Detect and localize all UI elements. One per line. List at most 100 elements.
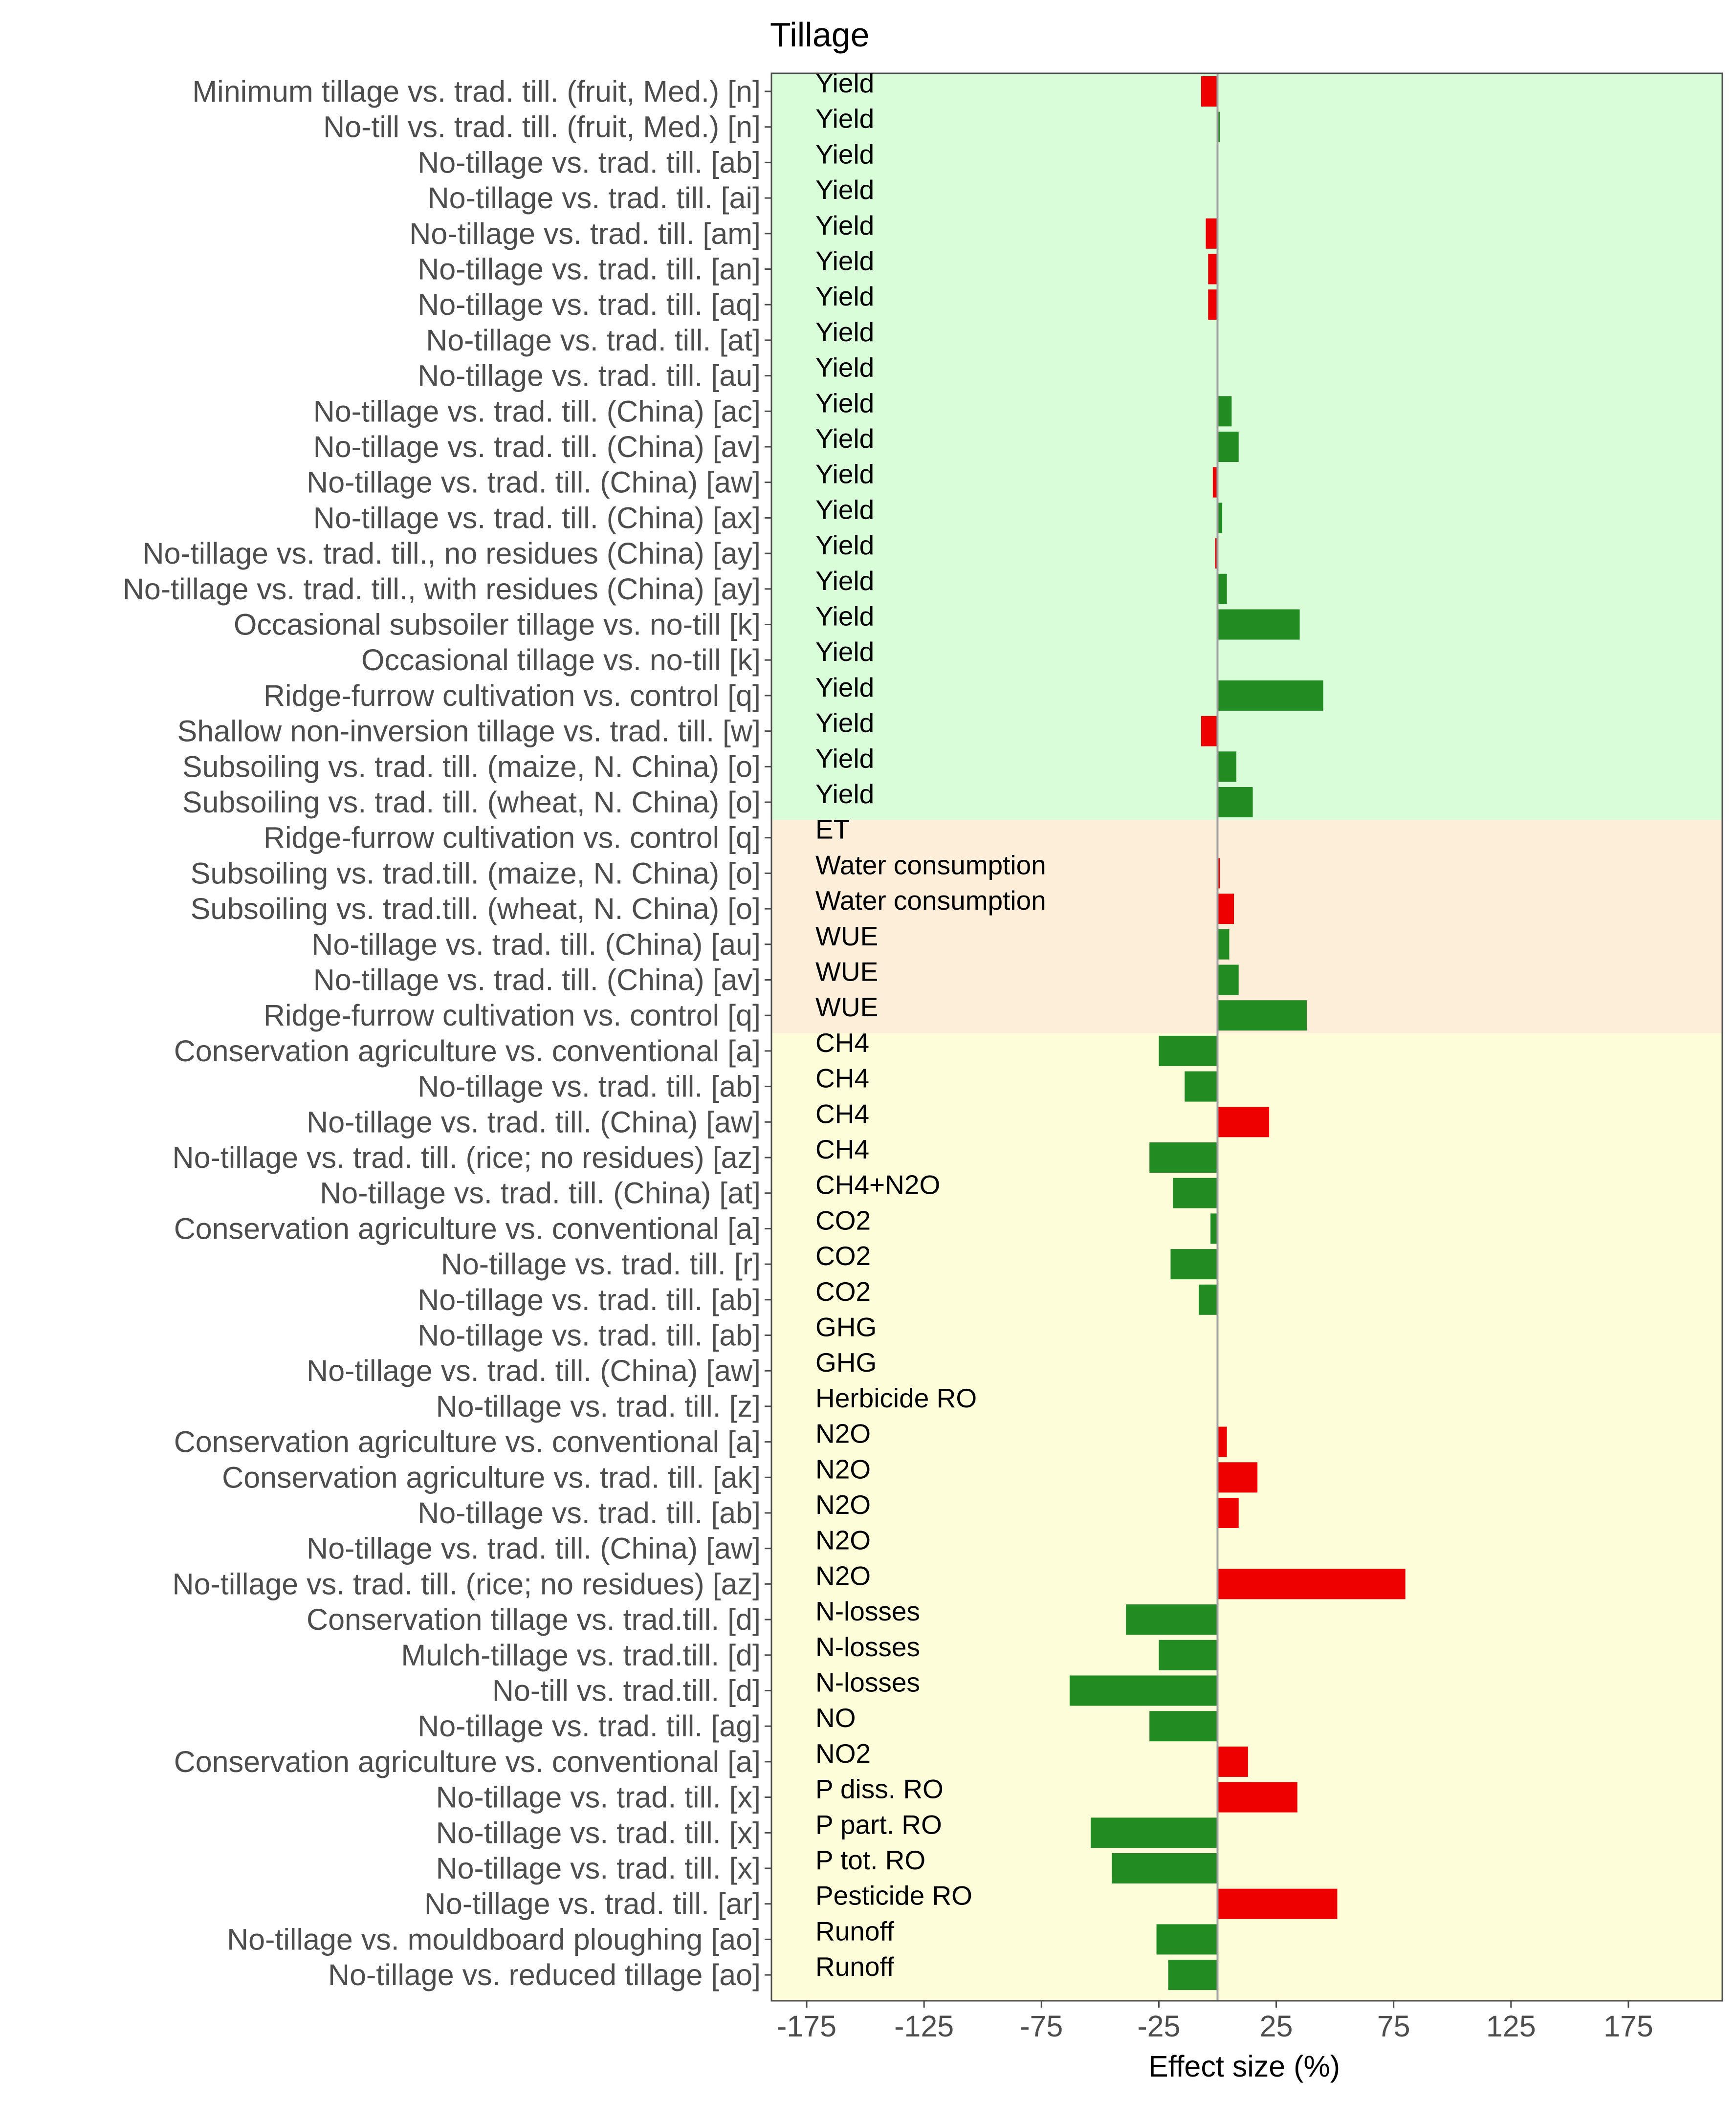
category-label: No-tillage vs. mouldboard ploughing [ao] <box>227 1923 761 1956</box>
category-label: Ridge-furrow cultivation vs. control [q] <box>264 999 761 1032</box>
x-tick-label: 25 <box>1260 2010 1293 2043</box>
metric-label: CH4 <box>815 1028 869 1058</box>
category-label: No-tillage vs. trad. till., with residue… <box>123 572 761 606</box>
x-tick-label: -25 <box>1137 2010 1180 2043</box>
metric-label: N2O <box>815 1560 871 1591</box>
bar <box>1069 1675 1218 1706</box>
bar <box>1217 432 1239 462</box>
x-tick-label: -75 <box>1020 2010 1063 2043</box>
metric-label: CO2 <box>815 1205 871 1235</box>
bar <box>1170 1249 1218 1280</box>
metric-label: WUE <box>815 921 878 951</box>
category-label: No-tillage vs. trad. till. [ab] <box>418 1070 761 1103</box>
bar <box>1217 1107 1270 1138</box>
category-label: Conservation agriculture vs. conventiona… <box>174 1745 761 1778</box>
metric-label: N-losses <box>815 1632 920 1662</box>
x-axis-title: Effect size (%) <box>1148 2050 1340 2083</box>
metric-label: CH4 <box>815 1063 869 1094</box>
category-bands <box>771 73 1722 2001</box>
metric-label: Yield <box>815 636 874 667</box>
category-label: Minimum tillage vs. trad. till. (fruit, … <box>192 75 761 108</box>
bar <box>1208 289 1218 320</box>
metric-label: Runoff <box>815 1951 895 1982</box>
bar <box>1217 964 1239 995</box>
category-label: No-tillage vs. trad. till. (China) [at] <box>320 1177 761 1210</box>
metric-label: P tot. RO <box>815 1845 925 1875</box>
bar <box>1217 1498 1239 1528</box>
bar <box>1091 1817 1218 1848</box>
category-label: No-tillage vs. trad. till. [aq] <box>418 288 761 321</box>
bar <box>1217 787 1253 817</box>
category-label: No-tillage vs. trad. till. [x] <box>436 1852 761 1885</box>
category-label: Conservation agriculture vs. conventiona… <box>174 1034 761 1068</box>
metric-label: Yield <box>815 708 874 738</box>
metric-label: N-losses <box>815 1596 920 1626</box>
metric-label: CH4+N2O <box>815 1170 940 1200</box>
category-label: Occasional tillage vs. no-till [k] <box>361 643 761 677</box>
category-label: Subsoiling vs. trad.till. (maize, N. Chi… <box>191 856 761 890</box>
bar <box>1217 751 1236 782</box>
category-label: No-tillage vs. trad. till. [an] <box>418 253 761 286</box>
metric-label: N2O <box>815 1489 871 1520</box>
category-label: No-tillage vs. trad. till. [ab] <box>418 1319 761 1352</box>
category-label: No-tillage vs. trad. till. (rice; no res… <box>173 1141 761 1174</box>
bar-series <box>1069 76 1406 1991</box>
bar <box>1168 1960 1218 1991</box>
metric-label: Yield <box>815 672 874 702</box>
bar <box>1215 538 1218 569</box>
metric-label: N2O <box>815 1525 871 1555</box>
metric-label: CO2 <box>815 1241 871 1271</box>
metric-label: Yield <box>815 139 874 169</box>
category-label: No-tillage vs. trad. till. [ar] <box>424 1887 761 1921</box>
metric-label: Yield <box>815 388 874 418</box>
category-labels: Minimum tillage vs. trad. till. (fruit, … <box>123 75 771 1992</box>
category-label: No-tillage vs. trad. till. [ai] <box>428 181 761 215</box>
bar <box>1112 1853 1218 1883</box>
category-label: No-tillage vs. trad. till. (China) [aw] <box>307 466 761 499</box>
category-label: No-tillage vs. trad. till. (China) [au] <box>311 928 761 961</box>
category-label: Conservation agriculture vs. conventiona… <box>174 1425 761 1459</box>
category-label: Conservation tillage vs. trad.till. [d] <box>307 1603 761 1636</box>
metric-label: Water consumption <box>815 885 1046 916</box>
category-label: Ridge-furrow cultivation vs. control [q] <box>264 679 761 712</box>
metric-label: Yield <box>815 566 874 596</box>
bar <box>1156 1924 1218 1955</box>
panel-border <box>770 72 1723 2002</box>
metric-label: ET <box>815 814 850 845</box>
x-tick-label: 175 <box>1604 2010 1653 2043</box>
metric-label: Yield <box>815 281 874 311</box>
category-label: No-tillage vs. trad. till. [ag] <box>418 1709 761 1743</box>
category-label: No-tillage vs. trad. till. [at] <box>426 324 761 357</box>
bar <box>1217 1000 1307 1031</box>
category-label: No-tillage vs. trad. till. (China) [aw] <box>307 1354 761 1387</box>
metric-label: Yield <box>815 494 874 525</box>
category-label: No-till vs. trad.till. [d] <box>492 1674 761 1707</box>
bar <box>1217 680 1323 711</box>
x-tick-label: 125 <box>1486 2010 1536 2043</box>
metric-label: Water consumption <box>815 850 1046 880</box>
x-tick-label: -175 <box>777 2010 836 2043</box>
bar <box>1217 858 1220 889</box>
category-label: No-tillage vs. trad. till. [am] <box>409 217 761 250</box>
band-environment <box>771 1033 1722 2001</box>
category-label: Shallow non-inversion tillage vs. trad. … <box>177 715 761 748</box>
x-tick-label: -125 <box>894 2010 954 2043</box>
metric-label: NO2 <box>815 1738 871 1769</box>
metric-label: NO <box>815 1703 856 1733</box>
category-label: No-tillage vs. trad. till. (China) [ax] <box>313 501 761 534</box>
category-label: No-tillage vs. trad. till. (China) [av] <box>313 430 761 463</box>
bar <box>1159 1640 1218 1670</box>
bar <box>1206 218 1218 249</box>
bar <box>1217 396 1232 427</box>
category-label: Conservation agriculture vs. trad. till.… <box>222 1461 761 1494</box>
bar <box>1217 894 1234 924</box>
metric-label: Yield <box>815 210 874 241</box>
bar <box>1201 76 1218 107</box>
bar <box>1217 1569 1406 1599</box>
metric-label: Yield <box>815 530 874 560</box>
metric-label: CH4 <box>815 1098 869 1129</box>
category-label: No-till vs. trad. till. (fruit, Med.) [n… <box>323 110 761 144</box>
bar <box>1217 929 1230 960</box>
bar <box>1201 716 1218 746</box>
